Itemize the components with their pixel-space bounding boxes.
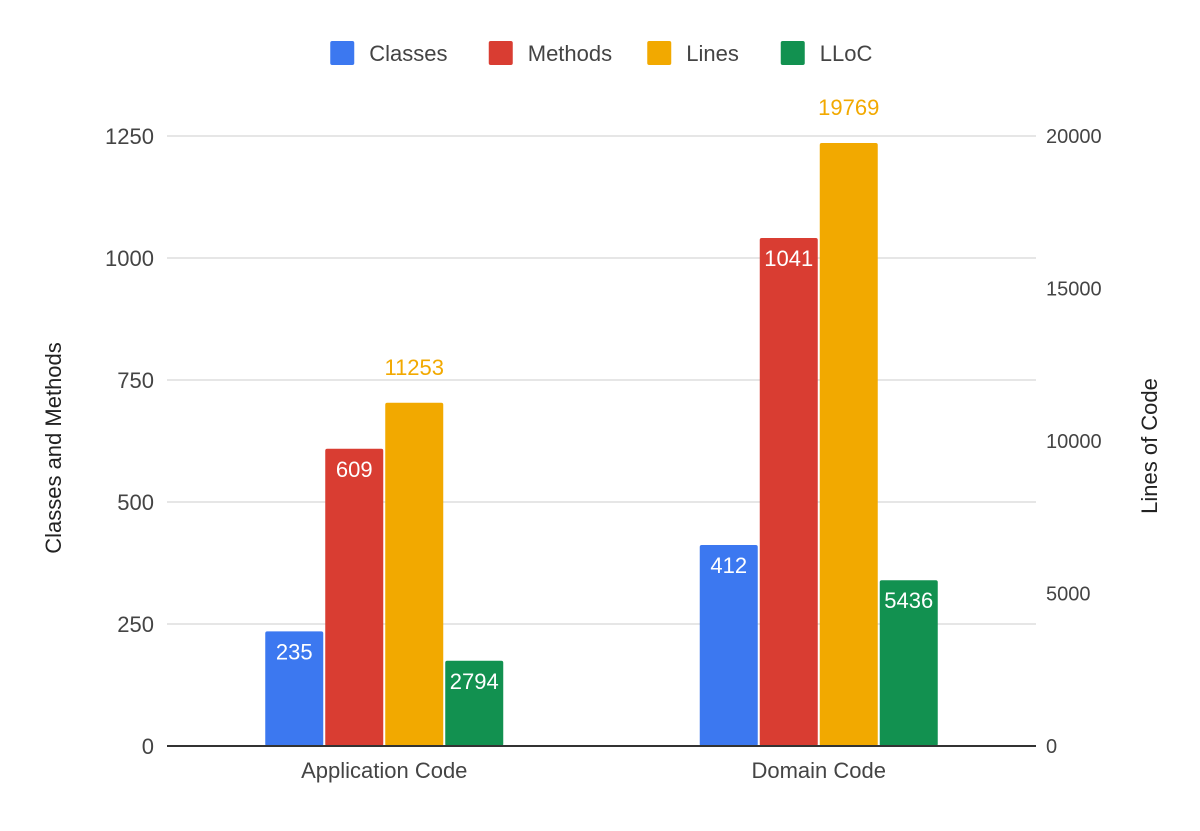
y-left-tick-label: 1250 [105,124,154,149]
legend-swatch [647,41,672,65]
bar-classes [699,544,758,746]
bar-lines [819,143,878,746]
legend-swatch [330,41,355,65]
data-label: 11253 [384,355,444,380]
data-label: 2794 [450,669,499,694]
y-axis-right-title: Lines of Code [1137,378,1162,514]
bar-methods [759,237,818,746]
y-left-tick-label: 250 [117,612,154,637]
bar-lloc [445,660,504,746]
legend-swatch [488,41,513,65]
x-tick-label: Application Code [301,758,467,783]
y-right-tick-label: 0 [1046,736,1057,758]
y-left-tick-label: 0 [142,734,154,759]
y-axis-left-title: Classes and Methods [41,342,66,554]
data-label: 5436 [884,588,933,613]
bars: 235 609 11253 2794 412 1041 19769 5436 [265,95,938,746]
data-label: 19769 [818,95,879,120]
legend-label: LLoC [820,41,873,66]
data-label: 609 [336,457,373,482]
y-right-tick-label: 20000 [1046,126,1102,148]
data-label: 235 [276,639,313,664]
y-right-tick-label: 5000 [1046,584,1091,606]
y-right-tick-label: 10000 [1046,431,1102,453]
bar-lines [385,402,444,746]
y-right-tick-label: 15000 [1046,279,1102,301]
data-label: 412 [710,553,747,578]
x-tick-label: Domain Code [751,758,886,783]
y-left-tick-label: 1000 [105,246,154,271]
legend-label: Classes [369,41,447,66]
bar-lloc [879,580,938,746]
legend-label: Methods [528,41,612,66]
legend: Classes Methods Lines LLoC [330,41,872,66]
y-left-tick-label: 750 [117,368,154,393]
legend-swatch [780,41,805,65]
bar-classes [265,631,324,746]
gridlines [167,135,1036,625]
axes: 0 250 500 750 1000 1250 0 5000 10000 15000 20000 Ap… [105,124,1102,783]
bar-methods [325,448,384,746]
data-label: 1041 [764,246,813,271]
legend-label: Lines [686,41,739,66]
y-left-tick-label: 500 [117,490,154,515]
